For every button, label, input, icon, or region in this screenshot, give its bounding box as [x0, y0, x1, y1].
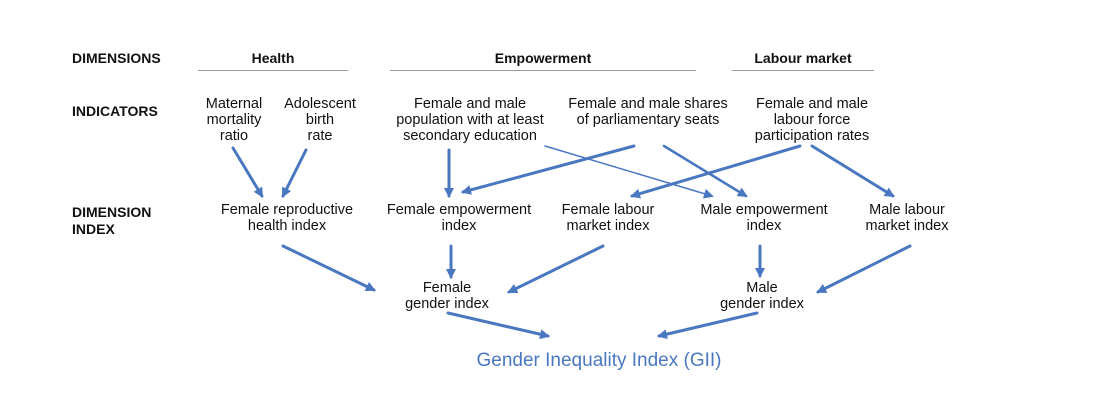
row-label-dimensions: DIMENSIONS: [72, 50, 161, 66]
arrow-male-labour-to-male-gender: [816, 244, 912, 294]
male-gender-index: Male gender index: [720, 280, 804, 312]
dimension-health: Health: [251, 50, 295, 66]
arrow-male-gender-to-gii: [657, 311, 759, 340]
female-gender-index: Female gender index: [405, 280, 489, 312]
dimension-empowerment-rule: [390, 70, 696, 71]
arrow-adolescent-to-reproductive: [281, 148, 308, 198]
arrow-parliament-to-female-empowerment: [461, 144, 636, 195]
indicator-labour-force: Female and male labour force participati…: [754, 96, 870, 144]
index-male-labour-market: Male labour market index: [865, 202, 949, 234]
dimension-health-rule: [198, 70, 348, 71]
index-female-labour-market: Female labour market index: [561, 202, 655, 234]
arrow-maternal-to-reproductive: [231, 146, 264, 198]
index-female-empowerment: Female empowerment index: [386, 202, 532, 234]
arrow-female-gender-to-gii: [446, 311, 550, 340]
arrow-parliament-to-male-empowerment: [662, 144, 748, 198]
index-female-reproductive-health: Female reproductive health index: [220, 202, 354, 234]
indicator-maternal-mortality: Maternal mortality ratio: [205, 96, 263, 144]
dimension-empowerment: Empowerment: [494, 50, 592, 66]
arrow-labour-to-female-labour: [630, 144, 802, 199]
gender-inequality-index: Gender Inequality Index (GII): [476, 350, 722, 371]
arrow-female-labour-to-female-gender: [507, 244, 605, 294]
dimension-labour-market: Labour market: [754, 50, 852, 66]
arrow-labour-to-male-labour: [810, 144, 895, 198]
index-male-empowerment: Male empowerment index: [700, 202, 828, 234]
indicator-secondary-education: Female and male population with at least…: [396, 96, 544, 144]
arrow-reproductive-to-female-gender: [281, 244, 376, 292]
row-label-dimension-index: DIMENSION INDEX: [72, 204, 152, 237]
arrow-education-to-male-empowerment: [544, 145, 714, 199]
indicator-parliamentary-seats: Female and male shares of parliamentary …: [568, 96, 728, 128]
row-label-indicators: INDICATORS: [72, 103, 158, 119]
dimension-labour-market-rule: [732, 70, 874, 71]
indicator-adolescent-birth: Adolescent birth rate: [284, 96, 356, 144]
